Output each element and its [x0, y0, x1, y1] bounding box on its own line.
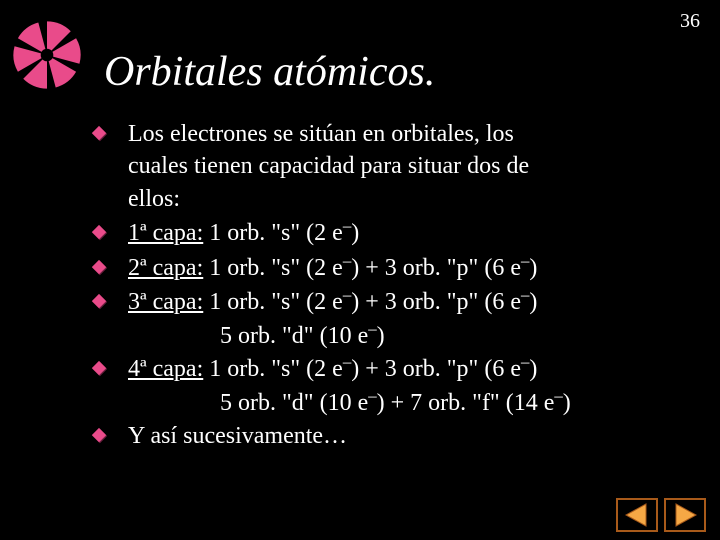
content-area: Los electrones se sitúan en orbitales, l…: [90, 118, 690, 454]
prev-button[interactable]: [616, 498, 658, 532]
list-item: Los electrones se sitúan en orbitales, l…: [90, 118, 690, 215]
list-item: 4ª capa: 1 orb. "s" (2 e–) + 3 orb. "p" …: [90, 353, 690, 385]
next-button[interactable]: [664, 498, 706, 532]
list-item: Y así sucesivamente…: [90, 420, 690, 452]
bullet-continuation: 5 orb. "d" (10 e–) + 7 orb. "f" (14 e–): [90, 387, 690, 419]
bullet-icon: [90, 427, 108, 445]
bullet-icon: [90, 259, 108, 277]
list-item: 3ª capa: 1 orb. "s" (2 e–) + 3 orb. "p" …: [90, 286, 690, 318]
nav-buttons: [616, 498, 706, 532]
bullet-text: 1ª capa: 1 orb. "s" (2 e–): [128, 217, 690, 249]
page-number: 36: [680, 10, 700, 33]
list-item: 1ª capa: 1 orb. "s" (2 e–): [90, 217, 690, 249]
bullet-text: 4ª capa: 1 orb. "s" (2 e–) + 3 orb. "p" …: [128, 353, 690, 385]
bullet-icon: [90, 224, 108, 242]
bullet-continuation: 5 orb. "d" (10 e–): [90, 320, 690, 352]
slide-title: Orbitales atómicos.: [104, 48, 435, 96]
list-item: 2ª capa: 1 orb. "s" (2 e–) + 3 orb. "p" …: [90, 252, 690, 284]
bullet-text: Y así sucesivamente…: [128, 420, 690, 452]
bullet-text: 2ª capa: 1 orb. "s" (2 e–) + 3 orb. "p" …: [128, 252, 690, 284]
bullet-icon: [90, 125, 108, 143]
bullet-icon: [90, 293, 108, 311]
bullet-text: 3ª capa: 1 orb. "s" (2 e–) + 3 orb. "p" …: [128, 286, 690, 318]
bullet-text: Los electrones se sitúan en orbitales, l…: [128, 118, 690, 215]
bullet-icon: [90, 360, 108, 378]
pinwheel-decoration: [12, 20, 82, 90]
